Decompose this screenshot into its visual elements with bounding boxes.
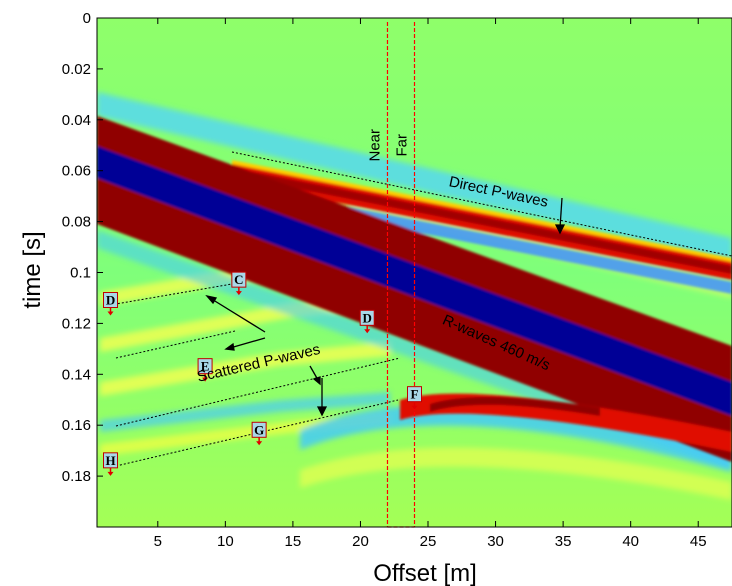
- marker-c: C: [231, 271, 247, 296]
- vertical-line-label: Far: [394, 134, 411, 157]
- marker-label: E: [201, 359, 210, 374]
- y-tick-label: 0.18: [62, 468, 91, 485]
- plot-area: [97, 18, 732, 527]
- y-tick-label: 0.06: [62, 163, 91, 180]
- marker-label: G: [254, 422, 264, 437]
- marker-label: D: [363, 310, 372, 325]
- x-tick-label: 35: [555, 533, 572, 550]
- y-tick-label: 0.04: [62, 112, 91, 129]
- y-tick-label: 0.12: [62, 315, 91, 332]
- offset-guide-lines: Near Far: [366, 22, 416, 528]
- y-tick-label: 0: [83, 10, 91, 27]
- marker-arrowhead: [364, 329, 371, 334]
- marker-arrowhead: [256, 441, 263, 446]
- marker-arrowhead: [107, 471, 114, 476]
- marker-g: G: [251, 421, 267, 446]
- marker-label: H: [105, 453, 115, 468]
- marker-e: E: [197, 358, 213, 382]
- marker-arrowhead: [235, 291, 242, 296]
- x-tick-label: 5: [154, 533, 162, 550]
- x-tick-label: 30: [487, 533, 504, 550]
- marker-f: F: [407, 386, 422, 410]
- wavefield-cores: [97, 116, 732, 462]
- trace-markers: C D D E F G H: [103, 271, 422, 476]
- annotation-arrows: [205, 197, 566, 417]
- y-tick-label: 0.1: [70, 265, 91, 282]
- y-tick-label: 0.08: [62, 214, 91, 231]
- x-tick-label: 45: [690, 533, 707, 550]
- marker-arrowhead: [411, 405, 418, 410]
- y-axis-ticks: 0 0.02 0.04 0.06 0.08 0.1 0.12 0.14 0.16 0.18: [62, 10, 103, 485]
- marker-arrowhead: [107, 311, 114, 316]
- y-tick-label: 0.02: [62, 61, 91, 78]
- marker-d: D: [103, 291, 119, 316]
- y-tick-label: 0.16: [62, 417, 91, 434]
- vertical-line-label: Near: [366, 129, 383, 162]
- marker-d: D: [359, 309, 375, 334]
- y-axis-label: time [s]: [19, 231, 46, 308]
- x-axis-ticks: 5 10 15 20 25 30 35 40 45: [154, 18, 707, 550]
- x-axis-label: Offset [m]: [373, 560, 477, 586]
- x-tick-label: 40: [622, 533, 639, 550]
- x-tick-label: 10: [217, 533, 234, 550]
- marker-h: H: [103, 452, 119, 476]
- marker-label: D: [106, 292, 115, 307]
- x-tick-label: 15: [285, 533, 302, 550]
- marker-label: C: [234, 272, 243, 287]
- marker-arrowhead: [202, 377, 209, 382]
- x-tick-label: 25: [420, 533, 437, 550]
- marker-label: F: [411, 387, 419, 402]
- y-tick-label: 0.14: [62, 366, 91, 383]
- x-tick-label: 20: [352, 533, 369, 550]
